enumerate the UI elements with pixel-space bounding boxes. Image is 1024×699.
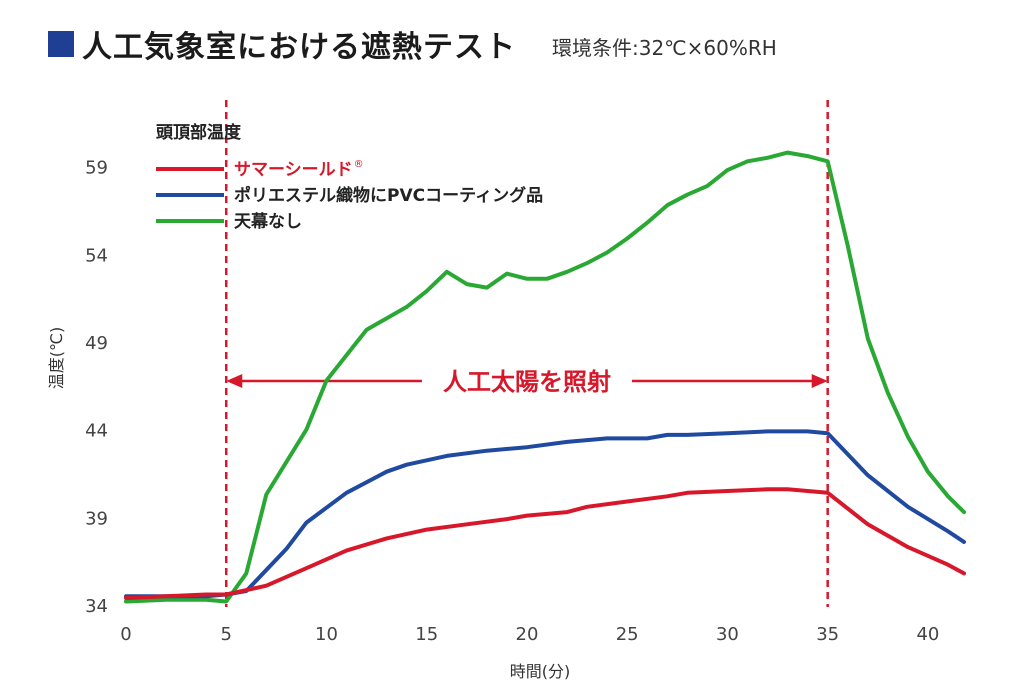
y-tick-label: 44 [85, 421, 108, 442]
series-line [124, 487, 966, 600]
y-tick-label: 59 [85, 158, 108, 179]
title-row: 人工気象室における遮熱テスト [48, 22, 516, 66]
annotation-arrowhead-left [226, 374, 243, 388]
legend-title: 頭頂部温度 [156, 122, 242, 143]
x-tick-label: 40 [916, 624, 939, 645]
annotation-label: 人工太陽を照射 [443, 368, 611, 396]
legend-entry: 天幕なし [234, 211, 302, 232]
series-line [124, 150, 966, 604]
y-axis-label: 温度(℃) [47, 327, 66, 389]
x-tick-label: 15 [415, 624, 438, 645]
x-axis-label: 時間(分) [510, 662, 571, 681]
y-tick-label: 34 [85, 596, 108, 617]
x-tick-label: 25 [616, 624, 639, 645]
x-tick-label: 20 [516, 624, 539, 645]
chart-title: 人工気象室における遮熱テスト [82, 30, 516, 65]
y-tick-label: 54 [85, 245, 108, 266]
y-tick-label: 39 [85, 508, 108, 529]
x-tick-label: 30 [716, 624, 739, 645]
legend-entry: ポリエステル織物にPVCコーティング品 [234, 185, 543, 206]
x-tick-label: 0 [120, 624, 131, 645]
x-tick-label: 10 [315, 624, 338, 645]
title-square-icon [48, 31, 74, 57]
x-tick-label: 5 [221, 624, 232, 645]
registered-mark: ® [354, 159, 364, 170]
series-line [124, 429, 966, 599]
annotation-arrowhead-right [811, 374, 828, 388]
y-tick-label: 49 [85, 333, 108, 354]
x-tick-label: 35 [816, 624, 839, 645]
legend-entry: サマーシールド [234, 160, 353, 180]
chart-subtitle: 環境条件:32℃×60%RH [552, 36, 777, 60]
